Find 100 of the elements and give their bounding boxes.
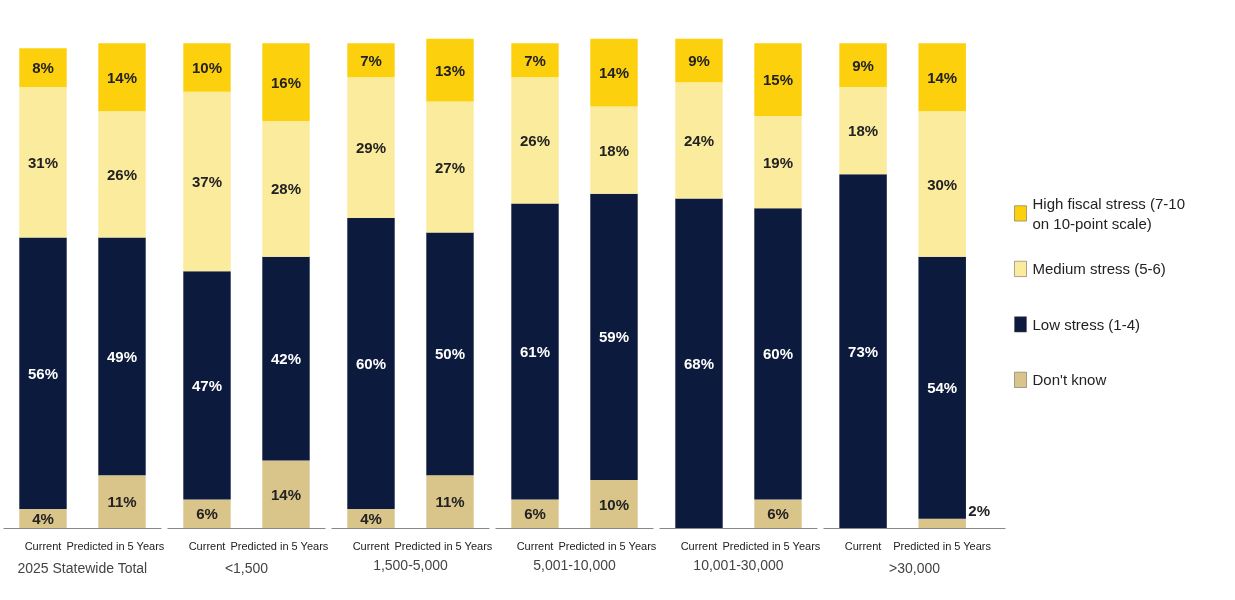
bar xyxy=(19,237,67,510)
x-tick-label: Predicted in 5 Years xyxy=(893,539,992,552)
data-label: 59% xyxy=(598,328,630,346)
bar xyxy=(675,198,723,529)
bar xyxy=(347,218,395,510)
data-label: 6% xyxy=(767,505,789,523)
bar xyxy=(918,43,966,112)
x-axis-title: 2025 Statewide Total xyxy=(17,559,148,576)
x-axis-title: 10,001-30,000 xyxy=(693,556,784,573)
data-label: 9% xyxy=(688,51,710,69)
data-label: 18% xyxy=(598,141,630,159)
bar xyxy=(754,43,802,117)
bar xyxy=(754,208,802,500)
bar xyxy=(262,120,310,257)
data-label: 14% xyxy=(270,486,302,504)
data-label: 50% xyxy=(434,345,466,363)
legend-label: Medium stress (5-6) xyxy=(1032,260,1166,278)
x-tick-label: Current xyxy=(352,539,390,552)
bar xyxy=(19,87,67,238)
data-label: 60% xyxy=(762,345,794,363)
bar xyxy=(347,77,395,218)
bar xyxy=(19,48,67,88)
bar xyxy=(262,43,310,121)
bar xyxy=(675,38,723,83)
data-label: 18% xyxy=(848,122,879,140)
data-label: 42% xyxy=(270,350,302,368)
data-label: 11% xyxy=(435,493,465,511)
data-label: 24% xyxy=(683,131,715,149)
bar xyxy=(590,193,638,480)
x-axis-title: 1,500-5,000 xyxy=(373,556,449,573)
data-label: 6% xyxy=(196,505,218,523)
data-label: 9% xyxy=(852,56,874,74)
x-tick-label: Predicted in 5 Years xyxy=(558,539,657,552)
bar xyxy=(347,43,395,78)
bar xyxy=(590,479,638,529)
data-label: 26% xyxy=(106,165,138,183)
bar xyxy=(426,232,474,476)
bar xyxy=(98,43,146,112)
bar xyxy=(511,43,559,78)
x-tick-label: Current xyxy=(188,539,226,552)
data-label: 4% xyxy=(360,510,382,528)
bar xyxy=(754,116,802,209)
bar xyxy=(426,38,474,102)
data-label: 56% xyxy=(27,364,59,382)
x-tick-label: Predicted in 5 Years xyxy=(722,539,821,552)
data-label: 30% xyxy=(927,175,958,193)
data-label: 2% xyxy=(968,501,990,519)
legend-label: Don't know xyxy=(1032,371,1107,389)
bar xyxy=(511,203,559,500)
legend-label: High fiscal stress (7-10 on 10-point scale) xyxy=(1032,194,1186,233)
data-label: 7% xyxy=(524,51,546,69)
data-label: 27% xyxy=(434,158,466,176)
data-label: 49% xyxy=(106,347,138,365)
bar xyxy=(918,111,966,257)
x-tick-label: Current xyxy=(24,539,62,552)
bar xyxy=(426,101,474,233)
legend-label: Low stress (1-4) xyxy=(1032,315,1141,333)
data-label: 14% xyxy=(598,63,630,81)
data-label: 54% xyxy=(927,379,958,397)
bar xyxy=(590,106,638,194)
data-label: 14% xyxy=(927,68,958,86)
bar xyxy=(183,91,231,272)
data-label: 68% xyxy=(683,355,715,373)
bar xyxy=(426,475,474,529)
bar xyxy=(98,237,146,476)
bar xyxy=(98,475,146,529)
data-label: 14% xyxy=(106,68,138,86)
x-axis-title: >30,000 xyxy=(889,559,941,576)
bar xyxy=(183,271,231,500)
data-label: 26% xyxy=(519,131,551,149)
data-label: 28% xyxy=(270,180,302,198)
x-tick-label: Current xyxy=(844,539,882,552)
bar xyxy=(262,256,310,461)
x-tick-label: Current xyxy=(680,539,718,552)
data-label: 61% xyxy=(519,342,551,360)
data-label: 73% xyxy=(848,342,879,360)
bar xyxy=(511,77,559,204)
bar xyxy=(183,43,231,92)
data-label: 7% xyxy=(360,51,382,69)
x-tick-label: Predicted in 5 Years xyxy=(394,539,493,552)
data-label: 19% xyxy=(762,153,794,171)
data-label: 31% xyxy=(27,153,59,171)
bar xyxy=(839,174,887,529)
bar xyxy=(675,82,723,199)
data-label: 10% xyxy=(191,59,223,77)
bar xyxy=(918,256,966,519)
data-label: 6% xyxy=(524,505,546,523)
data-label: 15% xyxy=(762,71,794,89)
bar xyxy=(839,87,887,175)
data-label: 37% xyxy=(191,173,223,191)
data-label: 10% xyxy=(598,495,630,513)
data-label: 16% xyxy=(270,73,302,91)
data-label: 47% xyxy=(191,376,223,394)
bar xyxy=(918,518,966,529)
data-label: 11% xyxy=(107,493,137,511)
data-label: 8% xyxy=(32,59,54,77)
data-label: 29% xyxy=(355,139,387,157)
data-label: 4% xyxy=(32,510,54,528)
x-axis-title: 5,001-10,000 xyxy=(533,556,616,573)
bar xyxy=(262,460,310,529)
